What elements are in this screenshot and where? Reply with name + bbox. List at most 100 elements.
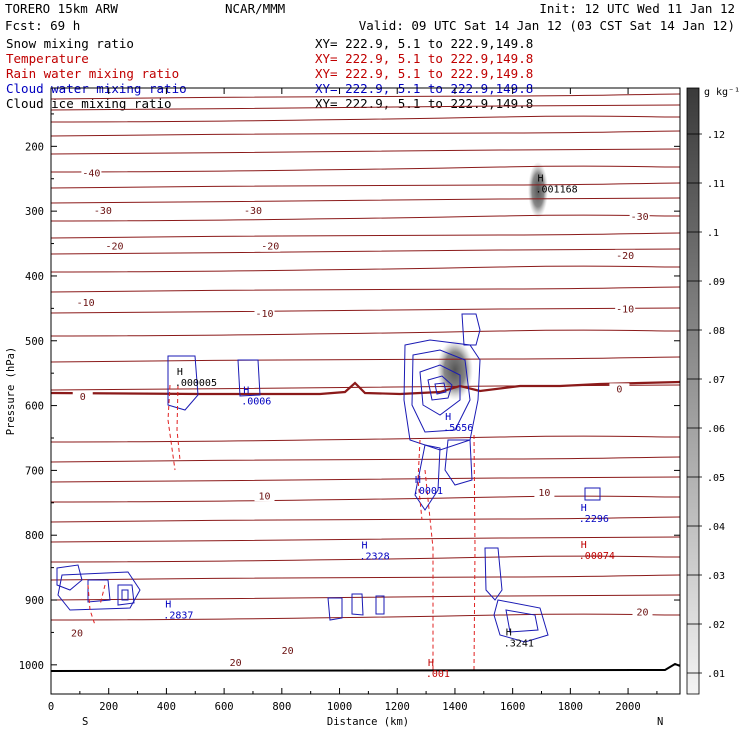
max-value-label: .2296 <box>579 514 609 525</box>
theta-line <box>51 165 680 173</box>
temp-contour-label: -20 <box>105 242 123 253</box>
potential-temperature-lines <box>51 93 680 621</box>
temp-contour-label: -30 <box>631 212 649 223</box>
max-value-label: .2328 <box>360 552 390 563</box>
maxima-labels: H.001168H.000005H.0006H.5656H.0001H.2328… <box>163 174 615 680</box>
x-tick-label: 1000 <box>327 701 352 713</box>
theta-line <box>51 456 680 463</box>
temp-label-bg <box>66 627 87 639</box>
temp-contour-label: -30 <box>94 206 112 217</box>
field-legend: Snow mixing ratio XY= 222.9, 5.1 to 222.9… <box>6 36 533 111</box>
temp-contour-label: 20 <box>71 629 83 640</box>
max-value-label: .0001 <box>413 486 443 497</box>
temp-contour-label: 0 <box>616 384 622 395</box>
theta-line <box>51 265 680 273</box>
x-tick-label: 1600 <box>500 701 525 713</box>
plot-frame <box>50 87 681 695</box>
freezing-level-line <box>51 380 680 396</box>
max-value-label: .00074 <box>579 551 615 562</box>
rain-water-contours <box>87 384 476 671</box>
y-tick-label: 500 <box>25 336 44 348</box>
max-marker: H <box>415 475 421 486</box>
theta-line <box>51 594 680 601</box>
terrain-line <box>51 662 680 672</box>
temp-label-bg <box>81 167 102 179</box>
y-axis-title: Pressure (hPa) <box>5 347 17 436</box>
field-xy: XY= 222.9, 5.1 to 222.9,149.8 <box>315 66 533 81</box>
theta-line <box>51 104 680 111</box>
temp-label-bg <box>615 249 636 261</box>
colorbar-label: .08 <box>707 326 725 337</box>
y-tick-label: 900 <box>25 595 44 607</box>
theta-line <box>51 555 680 563</box>
colorbar-label: .07 <box>707 375 725 386</box>
theta-line <box>51 356 680 363</box>
temp-contour-label: -20 <box>616 251 634 262</box>
max-marker: H <box>165 600 171 611</box>
ice-shading <box>437 162 548 400</box>
y-tick-label: 600 <box>25 401 44 413</box>
temp-label-bg <box>629 210 650 222</box>
colorbar-label: .06 <box>707 424 725 435</box>
cloud-water-contours <box>56 313 601 643</box>
temp-label-bg <box>242 205 263 217</box>
theta-line <box>51 286 680 293</box>
endpoint-left: S <box>82 716 88 728</box>
theta-line <box>51 148 680 155</box>
temperature-labels: -40 -30 -30 -30 -20 -20 -20 -10 -10 -10 0 0 10 10 20 20… <box>66 167 653 669</box>
theta-line <box>51 248 680 255</box>
field-name: Cloud ice mixing ratio <box>6 96 172 111</box>
colorbar-label: .09 <box>707 277 725 288</box>
temp-label-bg <box>254 490 275 502</box>
temp-contour-label: -10 <box>616 305 634 316</box>
field-name: Snow mixing ratio <box>6 36 134 51</box>
max-value-label: .5656 <box>443 423 473 434</box>
temp-label-bg <box>615 303 636 315</box>
theta-line <box>51 329 680 337</box>
org-label: NCAR/MMM <box>225 1 285 16</box>
max-value-label: .2837 <box>163 611 193 622</box>
theta-line <box>51 130 680 137</box>
max-marker: H <box>428 658 434 669</box>
valid-time: Valid: 09 UTC Sat 14 Jan 12 (03 CST Sat … <box>359 18 735 33</box>
colorbar-label: .04 <box>707 522 725 533</box>
colorbar-label: .02 <box>707 620 725 631</box>
y-tick-label: 700 <box>25 465 44 477</box>
colorbar: .12 .11 .1 .09 .08 .07 .06 .05 .04 .03 .02 .01 g kg… <box>686 87 740 695</box>
max-marker: H <box>243 386 249 397</box>
theta-line <box>51 613 680 621</box>
theta-line <box>51 214 680 222</box>
max-marker: H <box>177 367 183 378</box>
max-value-label: .001 <box>426 669 450 680</box>
temp-label-bg <box>277 645 298 657</box>
max-value-label: .0006 <box>241 397 271 408</box>
forecast-hour: Fcst: 69 h <box>5 18 80 33</box>
temp-contour-label: 20 <box>282 646 294 657</box>
temp-contour-label: -10 <box>255 309 273 320</box>
x-axis-title: Distance (km) <box>327 716 409 728</box>
x-tick-label: 1400 <box>442 701 467 713</box>
colorbar-unit: g kg⁻¹ <box>704 87 740 98</box>
theta-line <box>51 516 680 523</box>
max-value-label: .001168 <box>536 185 578 196</box>
x-tick-label: 400 <box>157 701 176 713</box>
field-name: Temperature <box>6 51 89 66</box>
temp-label-bg <box>104 240 125 252</box>
field-name: Rain water mixing ratio <box>6 66 179 81</box>
x-tick-label: 1200 <box>385 701 410 713</box>
temp-contour-label: -20 <box>261 242 279 253</box>
temp-contour-label: -40 <box>82 168 100 179</box>
theta-line <box>51 197 680 204</box>
temp-label-bg <box>254 308 275 320</box>
theta-line <box>51 574 680 581</box>
colorbar-label: .12 <box>707 130 725 141</box>
init-time: Init: 12 UTC Wed 11 Jan 12 <box>539 1 735 16</box>
max-marker: H <box>581 540 587 551</box>
x-tick-label: 1800 <box>558 701 583 713</box>
theta-line <box>51 182 680 189</box>
theta-line <box>51 115 680 123</box>
colorbar-label: .1 <box>707 228 719 239</box>
max-value-label: .000005 <box>175 378 217 389</box>
theta-line <box>51 536 680 543</box>
